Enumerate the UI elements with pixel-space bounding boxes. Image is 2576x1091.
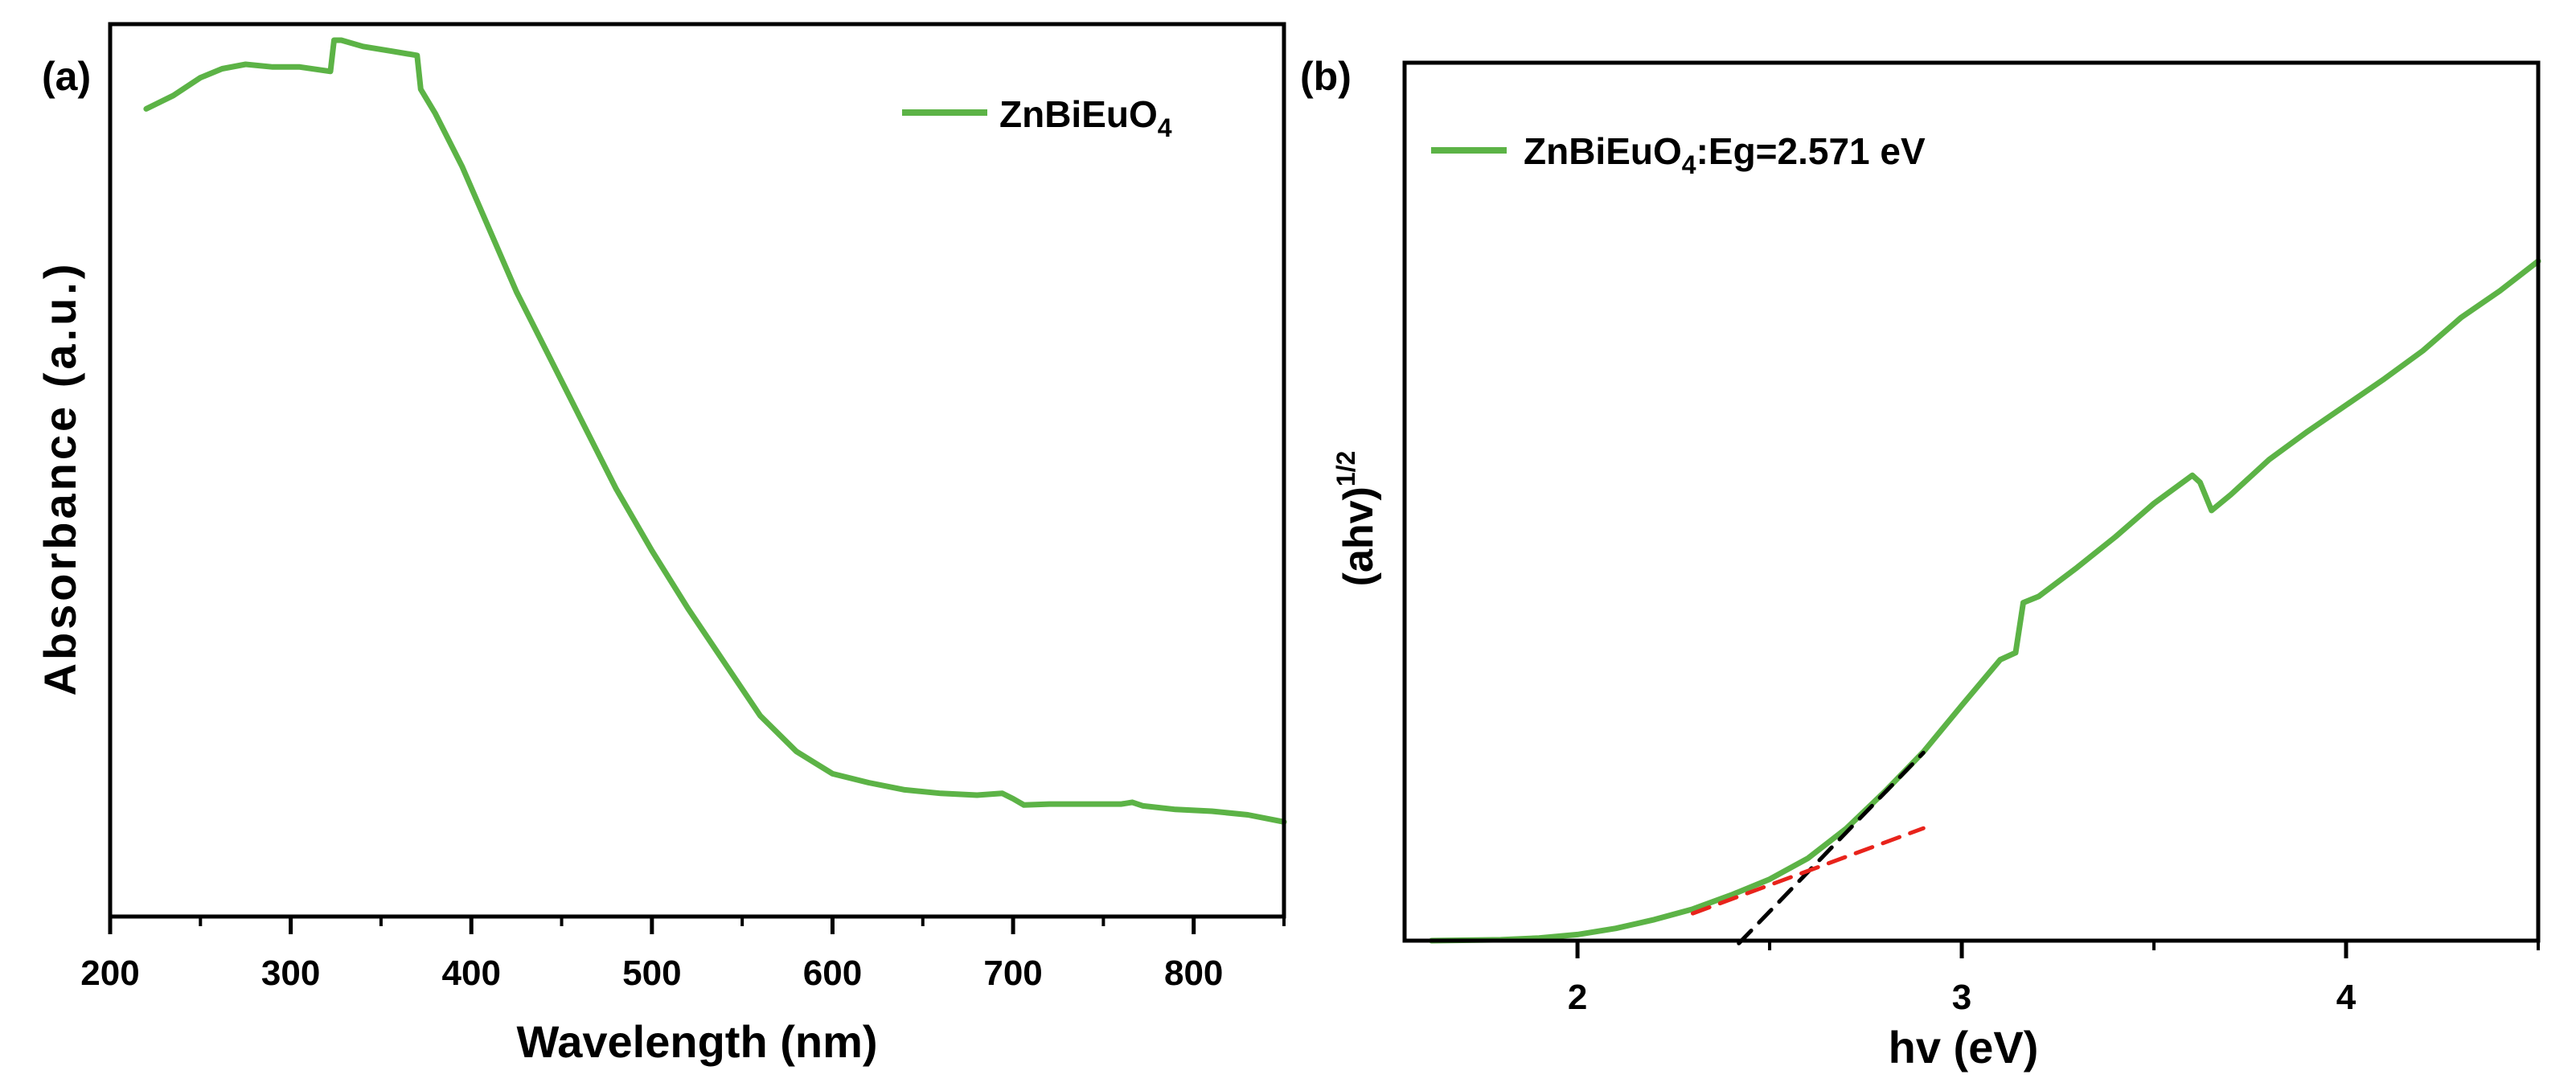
panel-b-legend-suffix: :Eg=2.571 eV <box>1696 130 1926 172</box>
panel-b-plot-area <box>1432 261 2539 944</box>
panel-a-x-tick-label: 800 <box>1164 954 1223 993</box>
panel-b-ylabel-sup: 1/2 <box>1331 451 1360 486</box>
panel-b-x-ticks: 2 3 4 <box>1568 941 2538 1017</box>
panel-a-xlabel: Wavelength (nm) <box>516 1016 877 1067</box>
panel-b-x-tick-label: 2 <box>1568 978 1587 1017</box>
panel-a: (a) Absorbance (a.u.) Wavelength (nm) 20… <box>35 24 1284 1067</box>
panel-b-series-znbieuo4-eg-2-571-ev <box>1432 261 2539 941</box>
panel-b-series-baseline <box>1693 828 1924 913</box>
panel-b-legend-base: ZnBiEuO <box>1524 130 1682 172</box>
panel-b-x-tick-label: 4 <box>2336 978 2357 1017</box>
panel-a-legend-text: ZnBiEuO4 <box>999 93 1172 142</box>
panel-a-x-tick-label: 200 <box>80 954 139 993</box>
panel-b-label: (b) <box>1300 54 1352 99</box>
panel-b-x-tick-label: 3 <box>1952 978 1971 1017</box>
panel-b-ylabel-base: (ahv) <box>1335 486 1382 586</box>
panel-a-x-tick-label: 600 <box>803 954 862 993</box>
panel-a-frame <box>110 24 1284 917</box>
panel-b-legend-text: ZnBiEuO4:Eg=2.571 eV <box>1524 130 1926 179</box>
panel-a-ylabel: Absorbance (a.u.) <box>35 261 85 696</box>
panel-a-x-tick-label: 300 <box>261 954 320 993</box>
panel-b-ylabel: (ahv)1/2 <box>1331 451 1382 587</box>
panel-a-label: (a) <box>42 54 91 99</box>
panel-a-legend-base: ZnBiEuO <box>999 93 1158 135</box>
panel-a-plot-area <box>146 40 1284 822</box>
panel-a-x-tick-label: 500 <box>622 954 681 993</box>
panel-a-legend-sub: 4 <box>1158 113 1172 142</box>
panel-b-frame <box>1405 63 2538 941</box>
figure: (a) Absorbance (a.u.) Wavelength (nm) 20… <box>0 0 2576 1091</box>
panel-a-legend: ZnBiEuO4 <box>902 93 1172 142</box>
panel-a-x-tick-label: 400 <box>442 954 501 993</box>
panel-b-legend: ZnBiEuO4:Eg=2.571 eV <box>1431 130 1926 179</box>
panel-a-x-tick-label: 700 <box>983 954 1042 993</box>
panel-a-x-ticks: 200 300 400 500 600 700 800 <box>80 917 1284 993</box>
panel-b-legend-sub: 4 <box>1682 150 1696 179</box>
panel-a-series-znbieuo4 <box>146 40 1284 822</box>
panel-b-xlabel: hv (eV) <box>1889 1022 2039 1073</box>
